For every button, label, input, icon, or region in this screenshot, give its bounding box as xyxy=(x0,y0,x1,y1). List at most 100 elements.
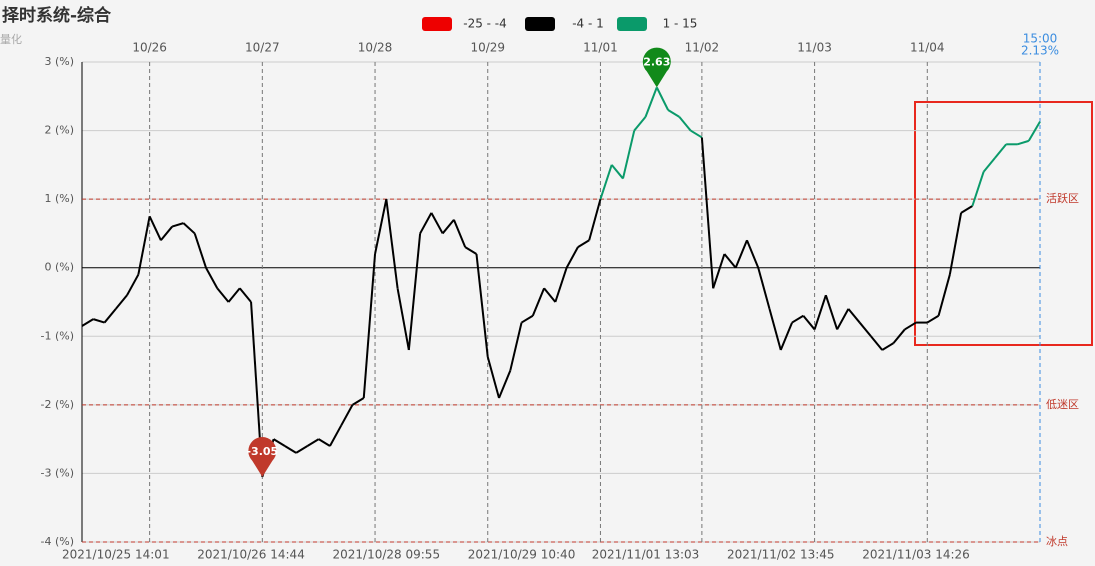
line-segment xyxy=(543,287,557,303)
line-segment xyxy=(791,314,804,324)
line-segment xyxy=(836,308,850,330)
line-segment xyxy=(115,294,128,310)
line-segment xyxy=(700,137,715,289)
zone-label: 冰点 xyxy=(1046,535,1068,548)
line-segment xyxy=(994,143,1007,159)
top-tick-label: 15:00 xyxy=(1023,32,1058,46)
line-segment xyxy=(103,308,117,324)
line-segment xyxy=(712,253,726,289)
line-segment xyxy=(318,438,331,447)
line-segment xyxy=(486,356,500,399)
y-tick-label: 2 (%) xyxy=(44,124,74,137)
x-tick-label: 2021/11/02 13:45 xyxy=(727,548,835,562)
line-segment xyxy=(430,212,444,234)
chart-title: 择时系统-综合 xyxy=(2,5,112,26)
extreme-pin xyxy=(642,47,671,88)
top-tick-label: 10/29 xyxy=(470,41,505,55)
top-tick-label: 10/28 xyxy=(358,41,393,55)
line-segment xyxy=(565,246,579,269)
line-segment xyxy=(464,246,477,255)
line-segment xyxy=(521,314,534,324)
line-segment xyxy=(610,164,624,180)
legend-label: 1 - 15 xyxy=(663,17,698,31)
y-tick-label: -4 (%) xyxy=(41,535,75,548)
line-segment xyxy=(306,438,320,447)
line-segment xyxy=(273,438,286,447)
top-tick-label: 11/01 xyxy=(583,41,618,55)
legend-label: -4 - 1 xyxy=(572,17,604,31)
line-segment xyxy=(723,253,737,269)
highlight-box xyxy=(914,101,1093,346)
line-segment xyxy=(340,404,354,426)
line-segment xyxy=(216,287,230,303)
x-tick-label: 2021/11/03 14:26 xyxy=(862,548,970,562)
x-tick-label: 2021/10/25 14:01 xyxy=(62,548,170,562)
zone-label: 低迷区 xyxy=(1046,398,1079,411)
y-tick-label: 3 (%) xyxy=(44,55,74,68)
line-segment xyxy=(81,318,94,327)
top-tick-label: 10/26 xyxy=(132,41,167,55)
line-segment xyxy=(171,222,184,228)
line-segment xyxy=(295,445,308,454)
line-segment xyxy=(407,233,422,351)
chart-subtitle: 量化 xyxy=(0,32,22,46)
x-tick-label: 2021/11/01 13:03 xyxy=(592,548,700,562)
extreme-pin xyxy=(248,437,277,477)
line-segment xyxy=(362,253,377,399)
line-segment xyxy=(633,116,647,132)
line-segment xyxy=(1017,139,1030,146)
line-segment xyxy=(622,130,636,179)
line-segment xyxy=(667,109,680,118)
line-segment xyxy=(881,342,895,351)
y-tick-label: -3 (%) xyxy=(41,466,75,479)
legend-swatch xyxy=(422,17,452,31)
line-segment xyxy=(768,308,782,351)
line-segment xyxy=(678,116,692,132)
line-segment xyxy=(205,267,219,289)
line-segment xyxy=(498,370,512,399)
top-tick-label: 11/03 xyxy=(797,41,832,55)
line-segment xyxy=(655,86,669,111)
line-segment xyxy=(453,219,467,248)
line-segment xyxy=(644,87,658,118)
line-segment xyxy=(948,212,963,275)
line-segment xyxy=(847,308,861,324)
y-tick-label: -2 (%) xyxy=(41,398,75,411)
legend-swatch xyxy=(525,17,555,31)
line-segment xyxy=(813,294,827,330)
end-value-label: 2.13% xyxy=(1021,44,1059,58)
line-segment xyxy=(779,322,793,351)
line-segment xyxy=(351,397,365,406)
line-segment xyxy=(126,274,140,296)
zone-label: 活跃区 xyxy=(1046,191,1079,205)
line-segment xyxy=(960,205,973,214)
line-segment xyxy=(599,164,613,200)
line-segment xyxy=(374,198,388,255)
line-segment xyxy=(554,267,568,303)
line-segment xyxy=(870,335,883,351)
y-tick-label: 1 (%) xyxy=(44,192,74,205)
y-tick-label: 0 (%) xyxy=(44,261,74,274)
line-segment xyxy=(385,199,399,289)
line-segment xyxy=(239,287,252,303)
x-tick-label: 2021/10/28 09:55 xyxy=(333,548,441,562)
line-segment xyxy=(329,424,343,447)
line-segment xyxy=(509,322,523,371)
line-segment xyxy=(802,315,816,331)
x-tick-label: 2021/10/26 14:44 xyxy=(197,548,305,562)
top-tick-label: 11/02 xyxy=(685,41,720,55)
line-segment xyxy=(690,129,703,139)
line-segment xyxy=(92,318,105,324)
line-segment xyxy=(904,321,917,331)
line-segment xyxy=(734,239,748,269)
line-segment xyxy=(892,328,906,344)
x-tick-label: 2021/10/29 10:40 xyxy=(468,548,576,562)
line-segment xyxy=(531,287,546,317)
line-segment xyxy=(137,216,151,275)
line-segment xyxy=(588,198,602,241)
line-segment xyxy=(441,219,455,235)
line-segment xyxy=(193,233,207,269)
line-segment xyxy=(182,222,196,235)
extreme-label: -3.05 xyxy=(246,445,278,458)
line-segment xyxy=(284,445,297,454)
